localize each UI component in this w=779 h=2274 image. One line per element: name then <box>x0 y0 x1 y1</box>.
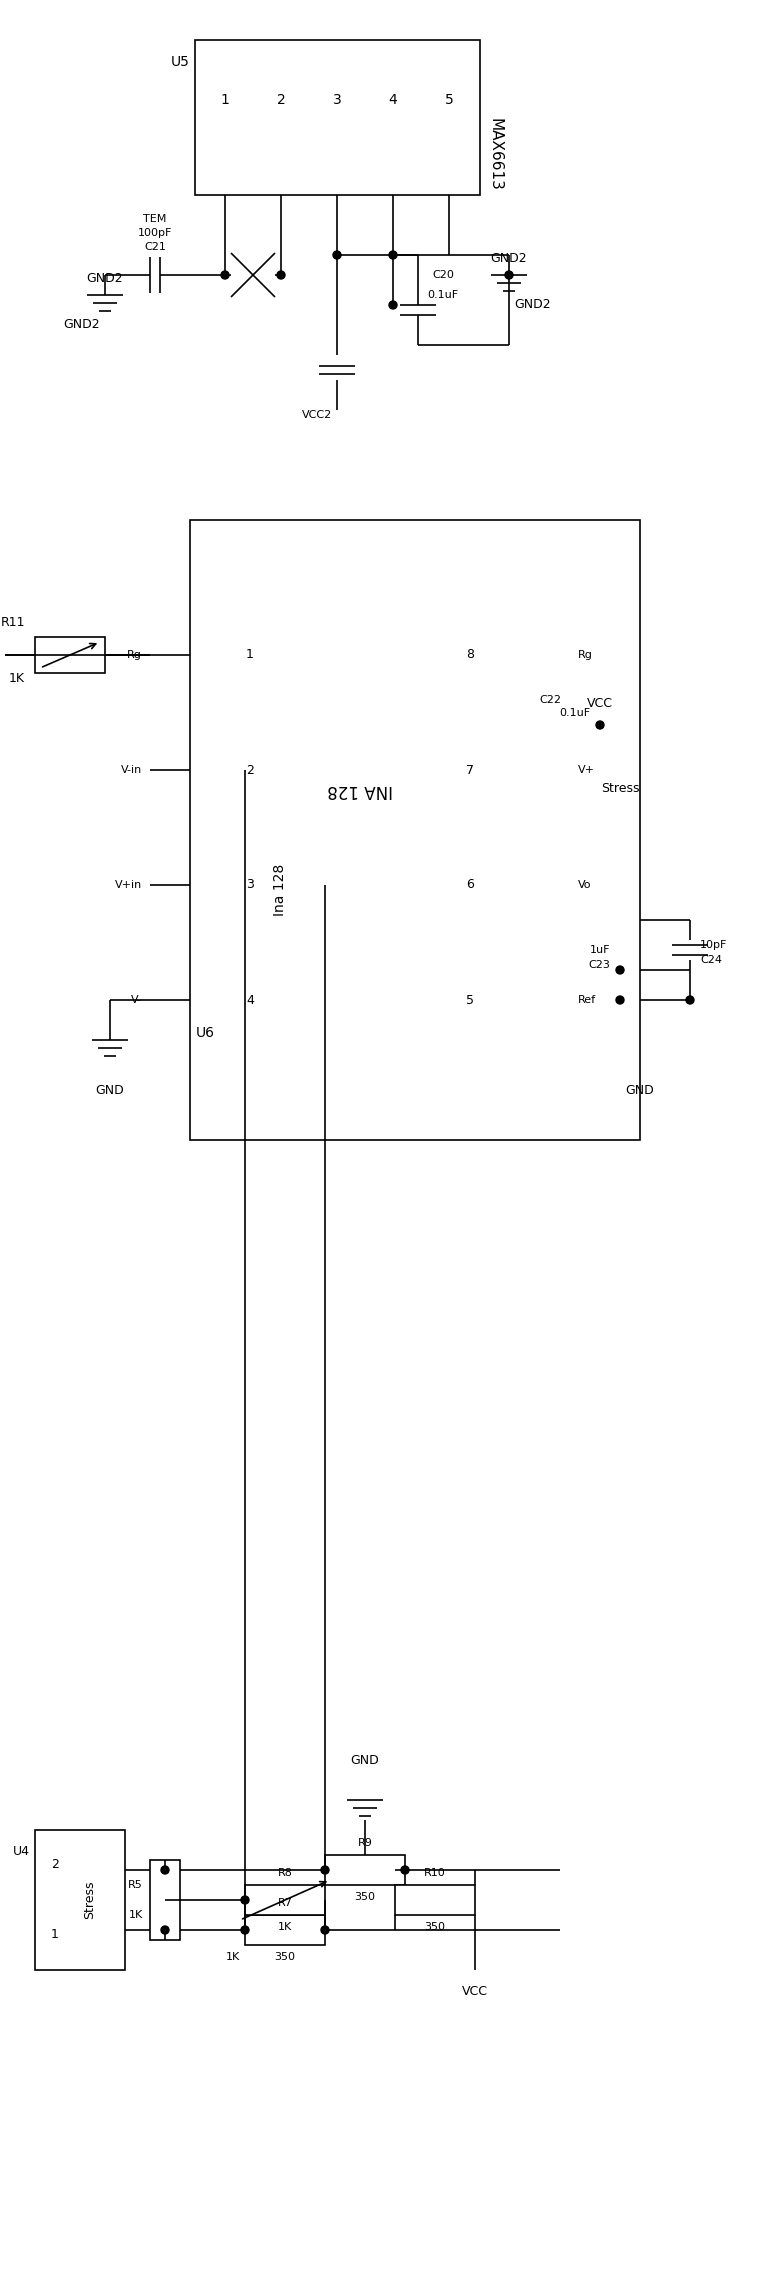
Text: GND: GND <box>351 1753 379 1767</box>
Text: MAX6613: MAX6613 <box>488 118 502 191</box>
Bar <box>245 1885 325 1915</box>
Text: GND2: GND2 <box>63 318 100 332</box>
Circle shape <box>241 1897 249 1903</box>
Text: C23: C23 <box>588 960 610 971</box>
Text: VCC2: VCC2 <box>302 409 333 421</box>
Circle shape <box>333 250 341 259</box>
Text: C24: C24 <box>700 955 722 964</box>
Text: R10: R10 <box>424 1867 446 1878</box>
Text: 350: 350 <box>425 1922 446 1933</box>
Text: R8: R8 <box>277 1867 292 1878</box>
Text: 5: 5 <box>466 994 474 1007</box>
Text: 4: 4 <box>389 93 397 107</box>
Text: U4: U4 <box>13 1844 30 1858</box>
Text: GND: GND <box>96 1082 125 1096</box>
Text: V-: V- <box>131 996 142 1005</box>
Text: 1: 1 <box>246 648 254 662</box>
Text: R11: R11 <box>1 616 25 628</box>
Text: R9: R9 <box>358 1837 372 1849</box>
Text: R5: R5 <box>129 1881 143 1890</box>
Circle shape <box>389 250 397 259</box>
Text: 1: 1 <box>220 93 230 107</box>
Text: 7: 7 <box>466 764 474 775</box>
Bar <box>35 1831 125 1969</box>
Text: 10pF: 10pF <box>700 939 728 951</box>
Text: 3: 3 <box>246 878 254 891</box>
Text: 2: 2 <box>51 1858 59 1872</box>
Text: Stress: Stress <box>83 1881 97 1919</box>
Bar <box>150 1860 180 1940</box>
Circle shape <box>161 1867 169 1874</box>
Text: TEM: TEM <box>143 214 167 225</box>
Text: C22: C22 <box>539 696 561 705</box>
Text: 1K: 1K <box>226 1951 240 1962</box>
Text: Stress: Stress <box>601 782 640 796</box>
Bar <box>245 1915 325 1944</box>
Text: 0.1uF: 0.1uF <box>559 707 590 719</box>
Text: 8: 8 <box>466 648 474 662</box>
Circle shape <box>161 1926 169 1933</box>
Circle shape <box>686 996 694 1005</box>
Text: 100pF: 100pF <box>138 227 172 239</box>
Text: R7: R7 <box>277 1899 292 1908</box>
Text: Vo: Vo <box>578 880 591 889</box>
Text: GND2: GND2 <box>86 273 123 284</box>
Text: 350: 350 <box>354 1892 375 1901</box>
Bar <box>195 41 480 196</box>
Text: Rg: Rg <box>578 650 593 659</box>
Bar <box>395 1885 475 1915</box>
Bar <box>325 1856 405 1885</box>
Text: 2: 2 <box>246 764 254 775</box>
Circle shape <box>401 1867 409 1874</box>
Circle shape <box>321 1867 329 1874</box>
Circle shape <box>241 1926 249 1933</box>
Text: Rg: Rg <box>127 650 142 659</box>
Circle shape <box>221 271 229 280</box>
Text: 350: 350 <box>274 1951 295 1962</box>
Text: U5: U5 <box>171 55 190 68</box>
Text: C20: C20 <box>432 271 454 280</box>
Text: 0.1uF: 0.1uF <box>428 291 459 300</box>
Bar <box>190 521 640 1139</box>
Text: V+: V+ <box>578 764 595 775</box>
Circle shape <box>596 721 604 730</box>
Text: V-in: V-in <box>121 764 142 775</box>
Text: U6: U6 <box>196 1026 215 1039</box>
Text: 1K: 1K <box>9 671 25 684</box>
Text: 1K: 1K <box>129 1910 143 1919</box>
Circle shape <box>505 271 513 280</box>
Bar <box>220 600 500 1060</box>
Text: 4: 4 <box>246 994 254 1007</box>
Text: VCC: VCC <box>462 1985 488 1999</box>
Text: 2: 2 <box>277 93 285 107</box>
Circle shape <box>277 271 285 280</box>
Text: 1: 1 <box>51 1928 59 1942</box>
Text: C21: C21 <box>144 241 166 252</box>
Circle shape <box>616 996 624 1005</box>
Text: GND: GND <box>625 1082 654 1096</box>
Text: Ref: Ref <box>578 996 596 1005</box>
Text: GND2: GND2 <box>491 252 527 266</box>
Text: VCC: VCC <box>587 698 613 709</box>
Text: Ina 128: Ina 128 <box>273 864 287 916</box>
Text: 1uF: 1uF <box>590 946 610 955</box>
Text: GND2: GND2 <box>514 298 551 312</box>
Text: V+in: V+in <box>115 880 142 889</box>
Circle shape <box>389 300 397 309</box>
Bar <box>35 637 105 673</box>
Circle shape <box>321 1926 329 1933</box>
Text: 3: 3 <box>333 93 341 107</box>
Text: INA 128: INA 128 <box>327 780 393 798</box>
Text: 1K: 1K <box>278 1922 292 1933</box>
Text: 6: 6 <box>466 878 474 891</box>
Circle shape <box>616 966 624 973</box>
Text: 5: 5 <box>445 93 453 107</box>
